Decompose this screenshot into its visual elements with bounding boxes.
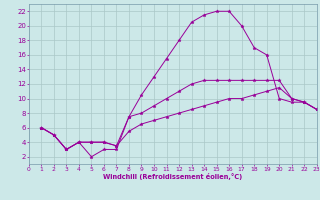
X-axis label: Windchill (Refroidissement éolien,°C): Windchill (Refroidissement éolien,°C) xyxy=(103,173,243,180)
